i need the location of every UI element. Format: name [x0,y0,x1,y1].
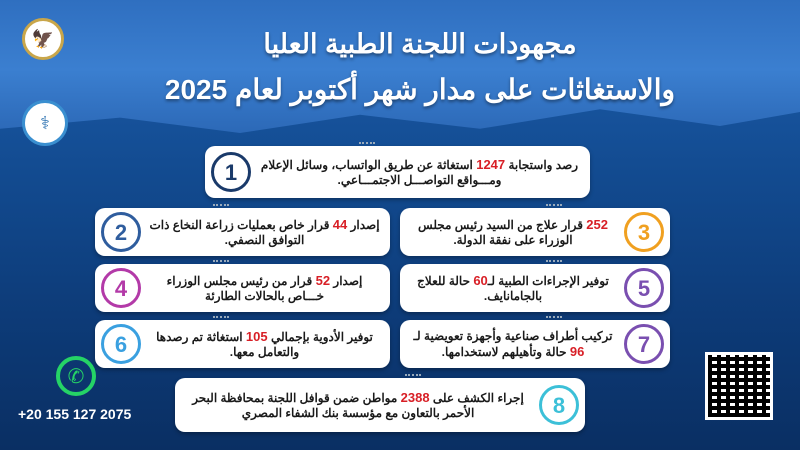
stat-text-part: مواطن ضمن قوافل اللجنة بمحافظة البحر الأ… [192,390,475,420]
stat-text-part: إصدار [347,217,380,232]
stat-text-part: رصد واستجابة [505,157,579,172]
egypt-eagle-logo: 🦅 [22,18,64,60]
stat-number: 96 [569,343,585,359]
stat-card-3: 252 قرار علاج من السيد رئيس مجلس الوزراء… [400,204,670,256]
stat-text: إجراء الكشف على 2388 مواطن ضمن قوافل الل… [185,390,531,421]
stat-card-2: إصدار 44 قرار خاص بعمليات زراعة النخاع ذ… [95,204,390,256]
stat-number: 252 [586,216,608,232]
stat-number: 52 [315,272,331,288]
chevron-decoration-icon [546,204,562,208]
stat-text: توفير الإجراءات الطبية لـ60 حالة للعلاج … [410,273,616,304]
stat-text-part: حالة للعلاج بالجامانايف. [417,273,543,303]
chevron-decoration-icon [405,374,421,378]
stat-text: رصد واستجابة 1247 استغاثة عن طريق الواتس… [259,157,580,188]
item-number-badge: 7 [624,324,664,364]
page-title: مجهودات اللجنة الطبية العليا [263,29,577,59]
whatsapp-icon: ✆ [56,356,96,396]
chevron-decoration-icon [359,142,375,146]
chevron-decoration-icon [546,260,562,264]
header-banner [0,0,800,133]
stat-text: توفير الأدوية بإجمالي 105 استغاثة تم رصد… [149,329,380,360]
chevron-decoration-icon [213,260,229,264]
stat-number: 105 [245,328,268,344]
stat-text-part: توفير الإجراءات الطبية لـ [487,273,609,288]
stat-text-part: قرار علاج من السيد رئيس مجلس الوزراء على… [418,217,587,247]
stat-card-6: توفير الأدوية بإجمالي 105 استغاثة تم رصد… [95,316,390,368]
stat-card-1: رصد واستجابة 1247 استغاثة عن طريق الواتس… [205,142,590,198]
stat-text: 252 قرار علاج من السيد رئيس مجلس الوزراء… [410,217,616,248]
item-number-badge: 6 [101,324,141,364]
stat-text-part: استغاثة تم رصدها والتعامل معها. [156,329,300,359]
stat-number: 44 [332,216,348,232]
stat-text: إصدار 52 قرار من رئيس مجلس الوزراء خـــا… [149,273,380,304]
stat-number: 1247 [476,156,506,172]
stat-number: 2388 [400,389,430,405]
whatsapp-phone: +20 155 127 2075 [18,406,132,422]
item-number-badge: 4 [101,268,141,308]
item-number-badge: 3 [624,212,664,252]
stat-text-part: قرار من رئيس مجلس الوزراء خـــاص بالحالا… [166,273,325,303]
stat-card-7: تركيب أطراف صناعية وأجهزة تعويضية لـ 96 … [400,316,670,368]
stat-text: إصدار 44 قرار خاص بعمليات زراعة النخاع ذ… [149,217,380,248]
stat-text-part: توفير الأدوية بإجمالي [267,329,373,344]
chevron-decoration-icon [213,204,229,208]
stat-text-part: استغاثة عن طريق الواتساب، وسائل الإعلام … [260,157,502,187]
stat-text-part: قرار خاص بعمليات زراعة النخاع ذات التواف… [149,217,333,247]
stat-card-5: توفير الإجراءات الطبية لـ60 حالة للعلاج … [400,260,670,312]
stat-number: 60 [473,272,488,288]
stat-text-part: إصدار [330,273,363,288]
stat-text-part: إجراء الكشف على [429,390,524,405]
item-number-badge: 5 [624,268,664,308]
stat-text: تركيب أطراف صناعية وأجهزة تعويضية لـ 96 … [410,329,616,360]
stat-text-part: حالة وتأهيلهم لاستخدامها. [441,344,570,359]
chevron-decoration-icon [546,316,562,320]
stat-card-8: إجراء الكشف على 2388 مواطن ضمن قوافل الل… [175,374,585,432]
stat-card-4: إصدار 52 قرار من رئيس مجلس الوزراء خـــا… [95,260,390,312]
chevron-decoration-icon [213,316,229,320]
medical-committee-logo: ⚕ [22,100,68,146]
item-number-badge: 2 [101,212,141,252]
item-number-badge: 8 [539,385,579,425]
qr-code [705,352,773,420]
stat-text-part: تركيب أطراف صناعية وأجهزة تعويضية لـ [413,328,613,343]
page-subtitle: والاستغاثات على مدار شهر أكتوبر لعام 202… [164,74,676,105]
item-number-badge: 1 [211,152,251,192]
